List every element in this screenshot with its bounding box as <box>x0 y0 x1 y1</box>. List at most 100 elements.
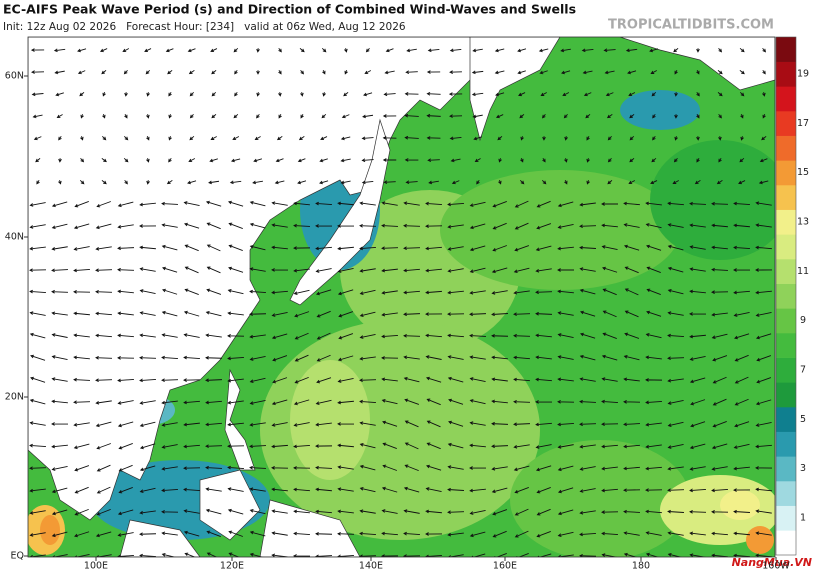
arrow <box>536 531 551 538</box>
arrow <box>271 444 288 449</box>
arrow <box>227 378 244 383</box>
arrow <box>492 509 508 516</box>
arrow <box>183 422 200 427</box>
arrow <box>426 91 441 96</box>
arrow <box>337 378 354 383</box>
arrow <box>403 376 420 383</box>
arrow <box>762 47 767 53</box>
colorbar-swatch <box>776 382 796 408</box>
arrow <box>561 70 571 75</box>
arrow <box>161 488 178 493</box>
arrow <box>184 222 200 229</box>
arrow <box>513 465 530 472</box>
arrow <box>667 509 684 514</box>
arrow <box>696 158 700 163</box>
arrow <box>623 355 640 361</box>
colorbar-tick-label: 5 <box>800 414 806 425</box>
arrow <box>337 509 354 514</box>
arrow <box>271 333 288 340</box>
arrow <box>513 444 530 449</box>
arrow <box>183 310 200 317</box>
arrow <box>365 47 370 53</box>
arrow <box>601 422 619 426</box>
arrow <box>403 355 420 360</box>
arrow <box>425 554 442 557</box>
arrow <box>513 312 531 317</box>
arrow <box>51 377 68 382</box>
arrow <box>740 114 744 119</box>
arrow <box>689 488 706 493</box>
arrow <box>123 69 128 75</box>
arrow <box>249 267 266 272</box>
arrow <box>447 355 464 360</box>
arrow <box>427 48 440 53</box>
arrow <box>161 531 178 536</box>
arrow <box>667 266 684 273</box>
arrow <box>315 444 333 448</box>
arrow <box>403 554 421 557</box>
arrow <box>228 530 243 537</box>
arrow <box>469 355 486 360</box>
arrow <box>234 69 238 75</box>
arrow <box>381 290 398 295</box>
arrow <box>469 223 486 230</box>
arrow <box>316 377 332 384</box>
arrow <box>447 442 464 449</box>
lon-label: 100E <box>84 561 108 572</box>
arrow <box>557 487 574 494</box>
arrow <box>161 310 178 317</box>
arrow <box>293 531 310 536</box>
arrow <box>738 180 746 185</box>
arrow <box>74 553 90 557</box>
arrow <box>650 70 657 74</box>
arrow <box>96 201 111 208</box>
colorbar-tick-label: 9 <box>800 315 806 326</box>
arrow <box>646 244 662 251</box>
arrow <box>205 333 222 338</box>
arrow <box>189 113 194 119</box>
arrow <box>406 48 417 53</box>
arrow <box>29 443 46 448</box>
arrow <box>541 179 547 185</box>
arrow <box>535 444 552 449</box>
arrow <box>167 70 173 75</box>
arrow <box>29 332 46 339</box>
arrow <box>29 289 46 294</box>
arrow <box>293 223 310 228</box>
colorbar-swatch <box>776 333 796 358</box>
arrow <box>579 422 596 427</box>
arrow <box>425 355 442 360</box>
arrow <box>674 92 678 97</box>
arrow <box>316 332 331 340</box>
arrow <box>689 509 707 514</box>
arrow <box>73 311 90 316</box>
arrow <box>449 48 462 53</box>
arrow <box>734 333 750 340</box>
arrow <box>229 180 242 185</box>
arrow <box>168 157 172 163</box>
arrow <box>381 531 398 536</box>
arrow <box>95 400 112 405</box>
arrow <box>364 70 372 74</box>
arrow <box>711 245 728 250</box>
arrow <box>557 201 574 208</box>
arrow <box>300 92 304 97</box>
arrow <box>29 224 46 229</box>
arrow <box>359 333 376 339</box>
arrow <box>535 422 552 427</box>
arrow <box>31 92 44 97</box>
arrow <box>739 48 745 53</box>
arrow <box>425 312 443 316</box>
arrow <box>230 158 241 163</box>
arrow <box>711 488 728 493</box>
arrow <box>189 91 194 97</box>
arrow <box>519 179 525 185</box>
arrow <box>557 268 575 272</box>
arrow <box>51 333 68 338</box>
arrow <box>712 420 727 428</box>
arrow <box>447 246 464 251</box>
arrow <box>161 355 178 360</box>
arrow <box>95 311 112 316</box>
colorbar-frame <box>775 36 797 556</box>
arrow <box>344 48 348 53</box>
